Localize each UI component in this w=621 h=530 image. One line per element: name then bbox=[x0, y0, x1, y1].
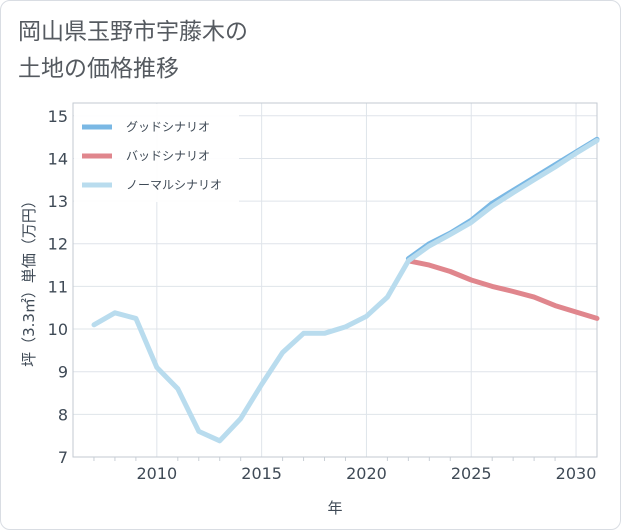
chart-title-line1: 岡山県玉野市宇藤木の bbox=[18, 19, 248, 45]
y-axis-title: 坪（3.3㎡）単価（万円） bbox=[20, 193, 38, 367]
legend-label-0: グッドシナリオ bbox=[126, 120, 210, 134]
y-tick-label: 15 bbox=[48, 107, 68, 126]
x-tick-label: 2025 bbox=[451, 464, 492, 483]
plot-area-border bbox=[72, 102, 598, 458]
y-tick-label: 11 bbox=[48, 277, 68, 296]
y-tick-label: 7 bbox=[58, 448, 68, 467]
y-tick-label: 8 bbox=[58, 405, 68, 424]
x-tick-label: 2020 bbox=[346, 464, 387, 483]
x-tick-label: 2010 bbox=[136, 464, 177, 483]
x-tick-label: 2015 bbox=[241, 464, 282, 483]
y-tick-label: 14 bbox=[48, 149, 68, 168]
legend-label-2: ノーマルシナリオ bbox=[126, 178, 222, 192]
y-tick-label: 12 bbox=[48, 235, 68, 254]
series-line-2 bbox=[91, 138, 600, 444]
y-tick-label: 9 bbox=[58, 363, 68, 382]
legend-label-1: バッドシナリオ bbox=[126, 149, 210, 163]
x-axis-ticks: 2010 2015 2020 2025 2030 bbox=[136, 464, 596, 483]
y-tick-label: 13 bbox=[48, 192, 68, 211]
series-lines bbox=[91, 136, 600, 444]
series-line-1 bbox=[405, 258, 600, 321]
x-tick-label: 2030 bbox=[556, 464, 597, 483]
chart-title: 岡山県玉野市宇藤木の 土地の価格推移 bbox=[18, 14, 248, 88]
chart-title-line2: 土地の価格推移 bbox=[18, 56, 179, 82]
y-axis-ticks: 7 8 9 10 11 12 13 14 15 bbox=[48, 107, 68, 467]
x-axis-title: 年 bbox=[327, 499, 342, 517]
y-tick-label: 10 bbox=[48, 320, 68, 339]
